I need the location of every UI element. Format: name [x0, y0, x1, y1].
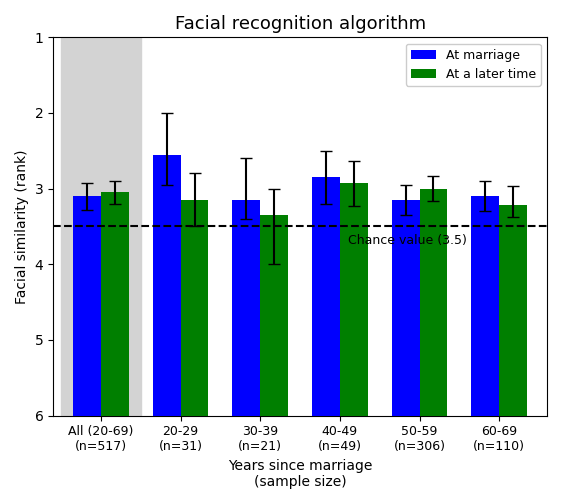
- Bar: [73, 196, 101, 415]
- Bar: [232, 200, 260, 415]
- Text: Chance value (3.5): Chance value (3.5): [348, 234, 467, 247]
- Bar: [260, 215, 288, 415]
- Bar: [153, 155, 180, 415]
- Bar: [499, 205, 527, 415]
- Legend: At marriage, At a later time: At marriage, At a later time: [406, 43, 541, 86]
- Bar: [420, 188, 447, 415]
- Title: Facial recognition algorithm: Facial recognition algorithm: [175, 15, 425, 33]
- Bar: [340, 183, 368, 415]
- X-axis label: Years since marriage
(sample size): Years since marriage (sample size): [228, 459, 372, 489]
- Bar: [392, 200, 420, 415]
- Bar: [180, 200, 209, 415]
- Bar: [312, 177, 340, 415]
- Bar: [61, 37, 140, 415]
- Bar: [472, 196, 499, 415]
- Bar: [101, 193, 129, 415]
- Y-axis label: Facial similarity (rank): Facial similarity (rank): [15, 149, 29, 304]
